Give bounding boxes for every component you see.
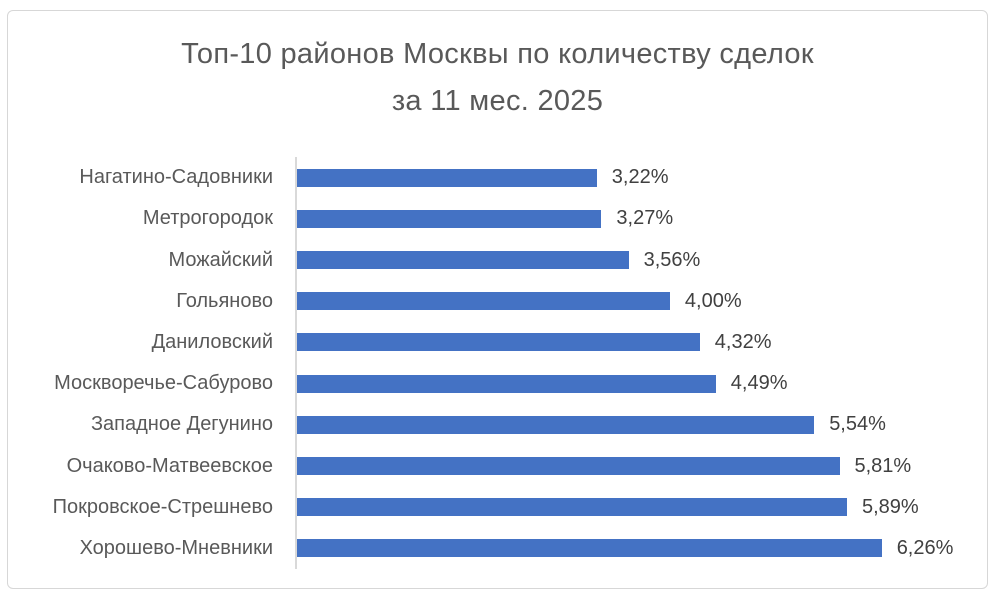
bar-and-value: 4,00% — [295, 290, 742, 313]
bar — [295, 498, 847, 517]
bar-row: Западное Дегунино 5,54% — [8, 404, 989, 445]
bar-and-value: 4,49% — [295, 372, 788, 395]
category-label: Западное Дегунино — [90, 413, 273, 436]
category-label: Нагатино-Садовники — [79, 166, 273, 189]
category-label: Хорошево-Мневники — [79, 536, 273, 559]
bar — [295, 457, 840, 476]
chart-title-line2: за 11 мес. 2025 — [391, 85, 604, 117]
bar — [295, 209, 602, 228]
bar-and-value: 5,81% — [295, 455, 911, 478]
bar-row: Очаково-Матвеевское 5,81% — [8, 445, 989, 486]
bar-and-value: 5,89% — [295, 496, 919, 519]
bar-row: Хорошево-Мневники 6,26% — [8, 528, 989, 569]
bar-and-value: 3,56% — [295, 249, 700, 272]
bar-row: Можайский 3,56% — [8, 239, 989, 280]
category-label: Можайский — [168, 248, 273, 271]
category-label: Метрогородок — [142, 207, 273, 230]
chart-title-line1: Топ-10 районов Москвы по количеству сдел… — [181, 38, 814, 70]
value-label: 6,26% — [896, 536, 954, 559]
bar-and-value: 6,26% — [295, 537, 953, 560]
category-label: Гольяново — [176, 289, 273, 312]
value-label: 4,32% — [714, 330, 772, 353]
bar-and-value: 4,32% — [295, 331, 772, 354]
bar-and-value: 5,54% — [295, 413, 886, 436]
chart-title: Топ-10 районов Москвы по количеству сдел… — [8, 31, 987, 125]
category-label: Москворечье-Сабурово — [54, 372, 273, 395]
bar-and-value: 3,22% — [295, 166, 669, 189]
bar-row: Даниловский 4,32% — [8, 322, 989, 363]
y-axis-line — [295, 157, 297, 569]
value-label: 3,56% — [643, 248, 701, 271]
bar — [295, 333, 700, 352]
bar — [295, 168, 597, 187]
value-label: 3,27% — [616, 207, 674, 230]
value-label: 3,22% — [611, 166, 669, 189]
value-label: 5,89% — [862, 495, 919, 518]
value-label: 4,49% — [730, 372, 788, 395]
bar-and-value: 3,27% — [295, 207, 673, 230]
bar-row: Гольяново 4,00% — [8, 281, 989, 322]
bar-row: Метрогородок 3,27% — [8, 198, 989, 239]
bar — [295, 251, 629, 269]
plot-area: Нагатино-Садовники 3,22% Метрогородок 3,… — [8, 157, 989, 569]
value-label: 4,00% — [684, 289, 742, 312]
chart-frame: Топ-10 районов Москвы по количеству сдел… — [7, 10, 988, 589]
bar-row: Нагатино-Садовники 3,22% — [8, 157, 989, 198]
category-label: Даниловский — [151, 330, 273, 353]
category-label: Очаково-Матвеевское — [66, 454, 273, 477]
bar-rows: Нагатино-Садовники 3,22% Метрогородок 3,… — [8, 157, 989, 569]
bar — [295, 292, 670, 311]
bar — [295, 415, 815, 434]
value-label: 5,81% — [854, 454, 912, 477]
bar-row: Москворечье-Сабурово 4,49% — [8, 363, 989, 404]
bar — [295, 374, 716, 393]
bar — [295, 539, 882, 558]
value-label: 5,54% — [829, 413, 886, 436]
bar-row: Покровское-Стрешнево 5,89% — [8, 487, 989, 528]
category-label: Покровское-Стрешнево — [52, 495, 273, 518]
